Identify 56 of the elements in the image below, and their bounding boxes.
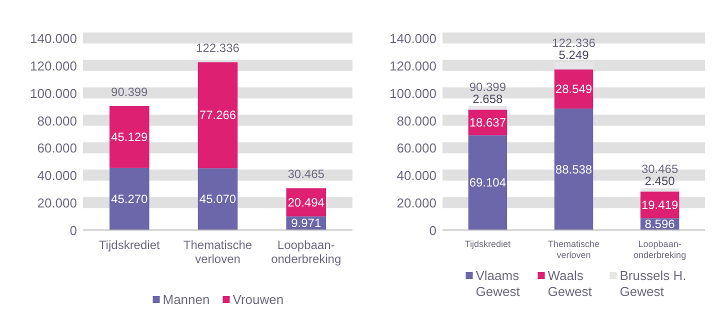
legend-label: Vrouwen bbox=[232, 292, 284, 307]
data-label: 77.266 bbox=[199, 108, 236, 122]
bar bbox=[198, 62, 238, 168]
data-label: 8.596 bbox=[644, 217, 676, 232]
bar bbox=[198, 168, 238, 230]
y-tick-label: 100.000 bbox=[30, 86, 77, 101]
y-tick-label: 40.000 bbox=[396, 168, 436, 184]
total-label: 122.336 bbox=[196, 41, 240, 56]
legend-label: Vlaams Gewest bbox=[476, 268, 520, 299]
y-tick-label: 100.000 bbox=[390, 86, 436, 101]
legend-label: Brussels H. Gewest bbox=[620, 268, 686, 299]
total-label: 90.399 bbox=[469, 80, 506, 94]
bar bbox=[110, 168, 150, 230]
y-tick-label: 120.000 bbox=[390, 58, 436, 74]
x-tick-label: Thematische verloven bbox=[183, 238, 252, 266]
x-tick-label: Loopbaan-onderbreking bbox=[634, 239, 686, 260]
data-label: 19.419 bbox=[641, 198, 678, 212]
data-label: 5.249 bbox=[558, 48, 590, 62]
y-tick-label: 20.000 bbox=[37, 196, 77, 211]
y-tick-label: 60.000 bbox=[396, 140, 436, 156]
data-label: 18.637 bbox=[469, 115, 506, 130]
data-label: 69.104 bbox=[469, 176, 506, 190]
total-label: 90.399 bbox=[111, 85, 148, 100]
total-label: 122.336 bbox=[552, 36, 596, 50]
data-label: 2.658 bbox=[472, 92, 504, 106]
data-label: 2.450 bbox=[644, 174, 676, 188]
bar bbox=[110, 106, 150, 168]
x-tick-label: Loopbaan-onderbreking bbox=[271, 238, 342, 266]
bar bbox=[554, 108, 594, 230]
y-tick-label: 140.000 bbox=[390, 31, 436, 46]
total-label: 30.465 bbox=[641, 162, 678, 176]
y-tick-label: 80.000 bbox=[37, 113, 77, 128]
data-label: 45.070 bbox=[199, 192, 236, 206]
data-label: 45.270 bbox=[111, 192, 148, 206]
y-tick-label: 0 bbox=[429, 223, 436, 238]
y-tick-label: 20.000 bbox=[396, 196, 436, 211]
data-label: 88.538 bbox=[555, 162, 592, 176]
data-label: 20.494 bbox=[288, 195, 325, 210]
data-label: 9.971 bbox=[291, 216, 322, 230]
x-tick-label: Tijdskrediet bbox=[98, 238, 161, 252]
bar bbox=[468, 106, 508, 110]
x-tick-label: Thematische verloven bbox=[548, 239, 600, 260]
y-tick-label: 0 bbox=[70, 223, 77, 238]
y-tick-label: 40.000 bbox=[37, 168, 77, 184]
legend-label: Waals Gewest bbox=[548, 268, 592, 299]
legend-label: Mannen bbox=[162, 292, 210, 307]
data-label: 28.549 bbox=[555, 82, 592, 96]
bar bbox=[468, 135, 508, 230]
y-tick-label: 60.000 bbox=[37, 140, 77, 156]
bar bbox=[640, 188, 680, 192]
data-label: 45.129 bbox=[111, 130, 148, 144]
y-tick-label: 120.000 bbox=[30, 58, 77, 74]
total-label: 30.465 bbox=[288, 167, 325, 182]
y-tick-label: 140.000 bbox=[30, 31, 77, 46]
y-tick-label: 80.000 bbox=[396, 113, 436, 128]
x-tick-label: Tijdskrediet bbox=[464, 239, 512, 249]
